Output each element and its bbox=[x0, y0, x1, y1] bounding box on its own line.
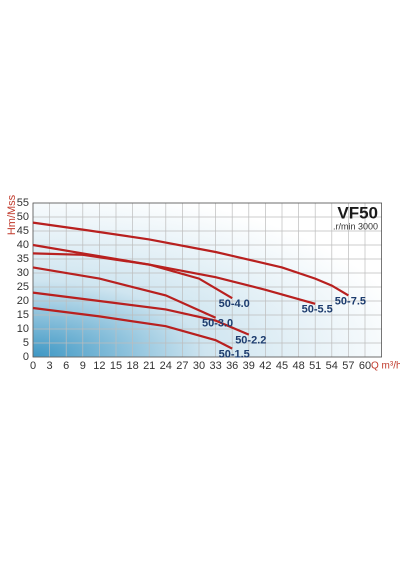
curve-label: 50-5.5 bbox=[302, 304, 333, 316]
x-tick-label: 54 bbox=[326, 360, 338, 372]
x-tick-label: 21 bbox=[143, 360, 155, 372]
y-tick-label: 35 bbox=[17, 253, 29, 265]
x-tick-label: 6 bbox=[63, 360, 69, 372]
chart-subtitle: .r/min 3000 bbox=[333, 221, 378, 231]
x-tick-label: 51 bbox=[309, 360, 321, 372]
x-tick-label: 36 bbox=[226, 360, 238, 372]
x-tick-label: 45 bbox=[276, 360, 288, 372]
plot-background bbox=[33, 203, 382, 357]
pump-curve bbox=[32, 252, 233, 300]
x-tick-label: 42 bbox=[259, 360, 271, 372]
y-tick-label: 20 bbox=[17, 295, 29, 307]
y-tick-label: 10 bbox=[17, 323, 29, 335]
plot-frame bbox=[32, 202, 383, 358]
x-tick-label: 30 bbox=[193, 360, 205, 372]
y-tick-label: 5 bbox=[23, 337, 29, 349]
chart-title: VF50 bbox=[337, 203, 378, 222]
x-tick-label: 57 bbox=[342, 360, 354, 372]
x-tick-label: 0 bbox=[30, 360, 36, 372]
x-tick-label: 15 bbox=[110, 360, 122, 372]
x-tick-label: 60 bbox=[359, 360, 371, 372]
pump-curve bbox=[32, 243, 316, 305]
y-tick-label: 45 bbox=[17, 225, 29, 237]
y-tick-label: 40 bbox=[17, 239, 29, 251]
x-tick-label: 33 bbox=[209, 360, 221, 372]
x-tick-label: 12 bbox=[93, 360, 105, 372]
y-tick-label: 50 bbox=[17, 211, 29, 223]
x-tick-label: 24 bbox=[160, 360, 172, 372]
x-tick-label: 48 bbox=[292, 360, 304, 372]
curve-label: 50-1.5 bbox=[219, 349, 250, 361]
y-tick-label: 25 bbox=[17, 281, 29, 293]
y-tick-label: 30 bbox=[17, 267, 29, 279]
y-tick-label: 0 bbox=[23, 351, 29, 363]
pump-curve bbox=[32, 306, 233, 350]
x-tick-label: 3 bbox=[47, 360, 53, 372]
y-tick-label: 15 bbox=[17, 309, 29, 321]
pump-curve bbox=[32, 291, 250, 336]
curve-label: 50-4.0 bbox=[219, 298, 250, 310]
curve-label: 50-7.5 bbox=[335, 295, 366, 307]
x-tick-label: 18 bbox=[126, 360, 138, 372]
pump-curve bbox=[32, 266, 217, 319]
curve-label: 50-2.2 bbox=[235, 335, 266, 347]
y-tick-label: 55 bbox=[17, 197, 29, 209]
x-tick-label: 9 bbox=[80, 360, 86, 372]
pump-curve bbox=[32, 221, 349, 297]
x-tick-label: 27 bbox=[176, 360, 188, 372]
y-axis-label: Hm/Mss bbox=[6, 194, 18, 235]
x-axis-label: Q m³/h bbox=[371, 361, 400, 372]
x-tick-label: 39 bbox=[243, 360, 255, 372]
curve-label: 50-3.0 bbox=[202, 318, 233, 330]
